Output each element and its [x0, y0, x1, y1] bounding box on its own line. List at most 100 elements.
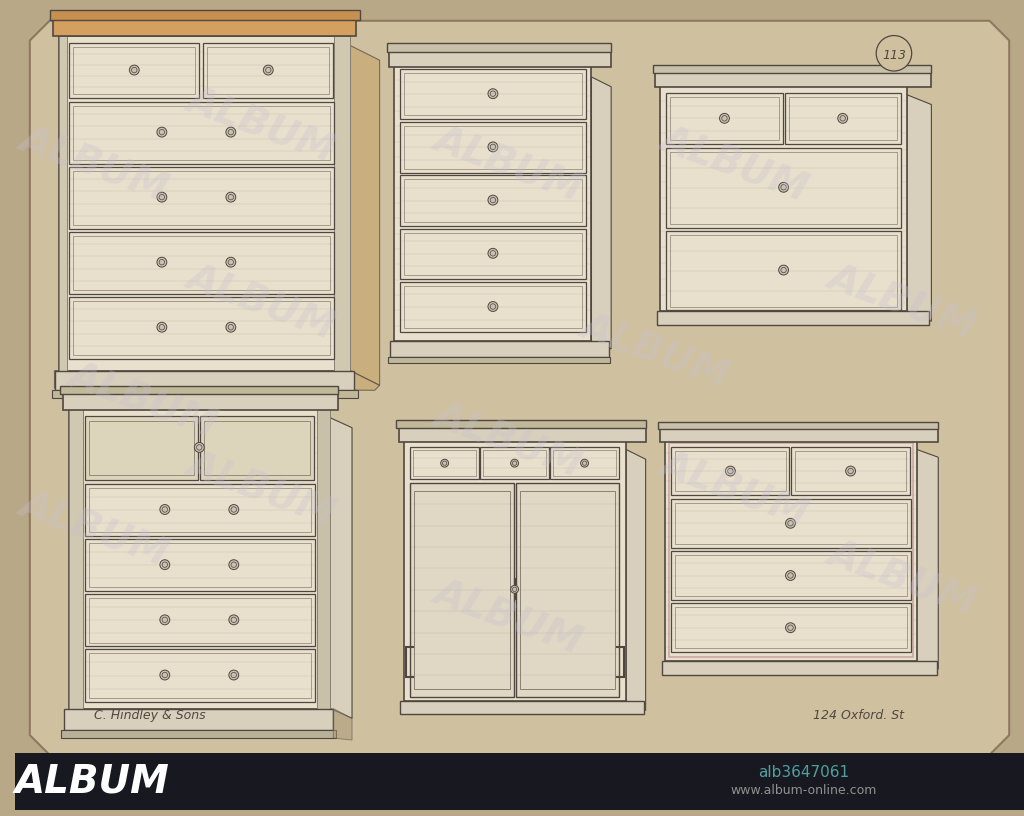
- Bar: [404, 440, 626, 701]
- Bar: [316, 408, 331, 708]
- Polygon shape: [350, 46, 380, 385]
- Circle shape: [263, 65, 273, 75]
- Bar: [70, 297, 334, 359]
- Text: www.album-online.com: www.album-online.com: [730, 784, 877, 796]
- Polygon shape: [30, 20, 1010, 755]
- Bar: [51, 390, 358, 398]
- Bar: [85, 484, 314, 536]
- Circle shape: [785, 623, 796, 632]
- Text: ALBUM: ALBUM: [822, 257, 981, 346]
- Bar: [53, 18, 356, 36]
- Circle shape: [488, 89, 498, 99]
- Bar: [553, 450, 616, 476]
- Bar: [413, 450, 476, 476]
- Circle shape: [511, 585, 518, 593]
- Bar: [655, 71, 932, 86]
- Bar: [671, 152, 897, 224]
- Bar: [411, 447, 479, 479]
- Bar: [400, 701, 644, 715]
- Bar: [667, 231, 901, 310]
- Bar: [660, 427, 938, 441]
- Bar: [207, 47, 330, 94]
- Bar: [400, 122, 586, 172]
- Circle shape: [838, 113, 848, 123]
- Polygon shape: [906, 95, 932, 322]
- Bar: [390, 341, 609, 357]
- Bar: [85, 416, 199, 480]
- Bar: [675, 555, 906, 596]
- Bar: [89, 488, 310, 532]
- Bar: [400, 175, 586, 226]
- Bar: [671, 234, 897, 307]
- Bar: [394, 65, 592, 341]
- Circle shape: [160, 670, 170, 680]
- Circle shape: [785, 570, 796, 580]
- Text: ALBUM: ALBUM: [822, 533, 981, 622]
- Bar: [85, 594, 314, 646]
- Circle shape: [511, 459, 518, 467]
- Text: ALBUM: ALBUM: [182, 257, 341, 346]
- Bar: [788, 96, 897, 140]
- Bar: [404, 233, 582, 275]
- Text: ALBUM: ALBUM: [428, 119, 587, 208]
- Bar: [404, 286, 582, 328]
- Bar: [667, 148, 901, 228]
- Polygon shape: [54, 370, 380, 390]
- Circle shape: [157, 127, 167, 137]
- Bar: [89, 654, 310, 698]
- Circle shape: [720, 113, 729, 123]
- Bar: [85, 650, 314, 702]
- Circle shape: [785, 518, 796, 528]
- Text: ALBUM: ALBUM: [655, 119, 813, 208]
- Bar: [73, 236, 331, 290]
- Text: ALBUM: ALBUM: [182, 445, 341, 533]
- Bar: [388, 357, 610, 362]
- Bar: [89, 421, 195, 475]
- Bar: [663, 661, 937, 675]
- Bar: [73, 47, 196, 94]
- Bar: [70, 232, 334, 294]
- Circle shape: [440, 459, 449, 467]
- Circle shape: [778, 265, 788, 275]
- Polygon shape: [331, 418, 352, 718]
- Bar: [652, 65, 932, 73]
- Circle shape: [160, 504, 170, 514]
- Circle shape: [488, 248, 498, 258]
- Bar: [675, 503, 906, 544]
- Bar: [389, 51, 611, 67]
- Circle shape: [195, 442, 204, 452]
- Text: ALBUM: ALBUM: [428, 395, 587, 484]
- Bar: [85, 539, 314, 592]
- Bar: [73, 300, 331, 355]
- Bar: [404, 73, 582, 115]
- Bar: [400, 228, 586, 279]
- Circle shape: [157, 193, 167, 202]
- Bar: [70, 408, 331, 708]
- Circle shape: [226, 193, 236, 202]
- Bar: [400, 69, 586, 119]
- Circle shape: [129, 65, 139, 75]
- Bar: [784, 93, 901, 144]
- Circle shape: [877, 36, 911, 71]
- Text: ALBUM: ALBUM: [577, 307, 734, 395]
- Text: ALBUM: ALBUM: [655, 445, 813, 533]
- Bar: [515, 483, 620, 697]
- Bar: [49, 10, 359, 20]
- Bar: [61, 730, 336, 738]
- Polygon shape: [333, 708, 352, 740]
- Polygon shape: [592, 77, 611, 349]
- Bar: [89, 543, 310, 588]
- Bar: [404, 126, 582, 169]
- Bar: [60, 386, 338, 394]
- Text: ALBUM: ALBUM: [14, 484, 173, 573]
- Bar: [204, 421, 309, 475]
- Bar: [70, 101, 334, 164]
- Text: ALBUM: ALBUM: [63, 356, 222, 445]
- Circle shape: [488, 142, 498, 152]
- Circle shape: [581, 459, 589, 467]
- Bar: [672, 603, 910, 652]
- Bar: [73, 171, 331, 224]
- Bar: [399, 426, 646, 441]
- Circle shape: [160, 560, 170, 570]
- Polygon shape: [916, 450, 938, 669]
